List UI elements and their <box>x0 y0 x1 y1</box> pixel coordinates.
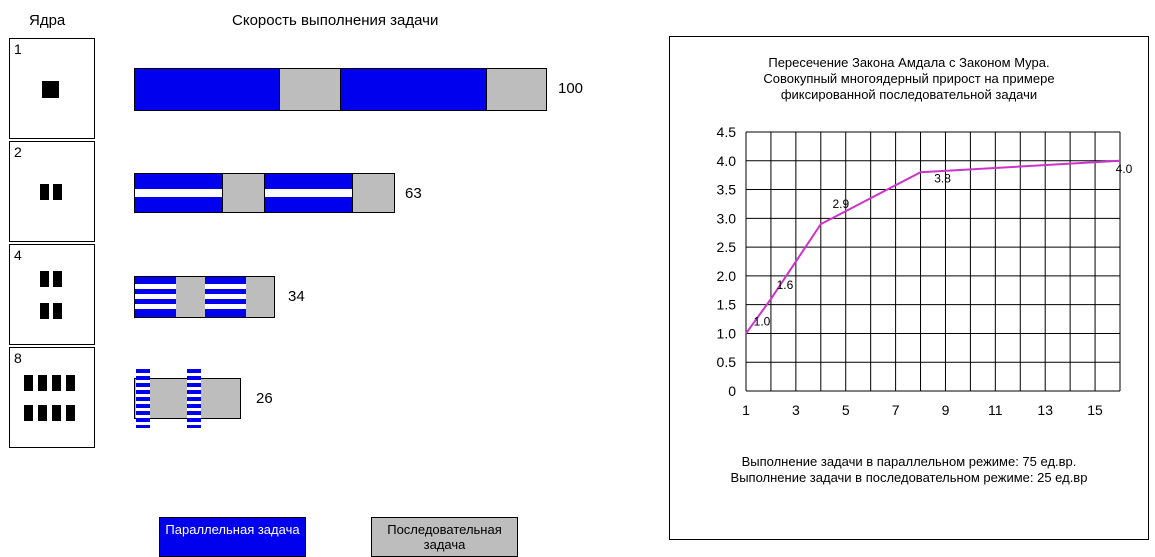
legend-parallel: Параллельная задача <box>159 517 306 557</box>
data-label: 1.0 <box>754 314 771 328</box>
sequential-segment <box>222 174 265 212</box>
x-tick-label: 7 <box>892 402 900 418</box>
core-count-label: 4 <box>14 247 22 263</box>
data-label: 4.0 <box>1116 162 1133 176</box>
core-square-icon <box>53 271 62 287</box>
core-box-1: 1 <box>9 38 95 139</box>
speed-header: Скорость выполнения задачи <box>232 12 439 29</box>
legend-sequential: Последовательная задача <box>371 517 518 557</box>
note-sequential: Выполнение задачи в последовательном реж… <box>730 470 1088 485</box>
x-tick-label: 3 <box>792 402 800 418</box>
parallel-segment <box>187 369 201 428</box>
core-square-icon <box>40 184 49 200</box>
core-square-icon <box>66 405 75 421</box>
core-square-icon <box>40 303 49 319</box>
speedup-series-line <box>745 159 1121 335</box>
parallel-segment <box>135 277 176 317</box>
y-tick-label: 0 <box>728 383 736 399</box>
y-tick-label: 4.0 <box>717 153 737 169</box>
sequential-segment <box>246 277 274 317</box>
speed-value-4: 34 <box>288 288 305 305</box>
x-tick-label: 13 <box>1037 402 1053 418</box>
core-count-label: 2 <box>14 144 22 160</box>
speedup-chart: Пересечение Закона Амдала с Законом Мура… <box>669 36 1149 540</box>
speed-bar-4-cores <box>134 276 275 318</box>
x-tick-label: 5 <box>842 402 850 418</box>
core-box-8: 8 <box>9 347 95 448</box>
sequential-segment <box>279 69 341 110</box>
sequential-segment <box>486 69 546 110</box>
y-tick-label: 1.0 <box>717 325 737 341</box>
data-label: 1.6 <box>777 278 794 292</box>
core-count-label: 8 <box>14 350 22 366</box>
y-tick-label: 2.5 <box>717 239 737 255</box>
data-label: 2.9 <box>832 197 849 211</box>
parallel-segment <box>205 277 246 317</box>
sequential-segment <box>176 277 205 317</box>
y-tick-label: 3.0 <box>717 210 737 226</box>
core-square-icon <box>53 303 62 319</box>
y-tick-label: 3.5 <box>717 182 737 198</box>
parallel-segment <box>135 69 279 110</box>
x-tick-label: 9 <box>942 402 950 418</box>
note-parallel: Выполнение задачи в параллельном режиме:… <box>741 454 1077 469</box>
core-square-icon <box>24 405 33 421</box>
core-square-icon <box>66 375 75 391</box>
chart-title-line-2: Совокупный многоядерный прирост на приме… <box>763 71 1055 86</box>
chart-plot-area: 00.51.01.52.02.53.03.54.04.51 3 5 7 9 11 13 151… <box>717 124 1133 418</box>
speed-value-1: 100 <box>558 80 584 97</box>
sequential-segment <box>352 174 394 212</box>
core-square-icon <box>24 375 33 391</box>
core-square-icon <box>38 375 47 391</box>
cores-header: Ядра <box>29 12 66 29</box>
x-tick-label: 11 <box>988 402 1003 418</box>
parallel-segment <box>265 174 352 212</box>
data-label: 3.8 <box>934 171 951 185</box>
x-tick-label: 15 <box>1087 402 1103 418</box>
speed-value-2: 63 <box>405 185 422 202</box>
core-box-2: 2 <box>9 141 95 242</box>
chart-title-line-1: Пересечение Закона Амдала с Законом Мура… <box>768 55 1050 70</box>
y-tick-label: 2.0 <box>717 268 737 284</box>
speed-bar-1-core <box>134 68 547 111</box>
y-tick-label: 0.5 <box>717 354 737 370</box>
core-square-icon <box>52 405 61 421</box>
core-square-icon <box>42 81 59 98</box>
parallel-segment <box>136 369 150 428</box>
speed-value-8: 26 <box>256 390 273 407</box>
core-square-icon <box>38 405 47 421</box>
y-tick-label: 1.5 <box>717 297 737 313</box>
core-count-label: 1 <box>14 41 22 57</box>
parallel-segment <box>341 69 486 110</box>
chart-title-line-3: фиксированной последовательной задачи <box>780 87 1038 102</box>
x-tick-label: 1 <box>742 402 750 418</box>
y-tick-label: 4.5 <box>717 124 737 140</box>
parallel-segment <box>135 174 222 212</box>
speed-bar-2-cores <box>134 173 395 213</box>
core-square-icon <box>53 184 62 200</box>
core-square-icon <box>52 375 61 391</box>
core-square-icon <box>40 271 49 287</box>
core-box-4: 4 <box>9 244 95 345</box>
